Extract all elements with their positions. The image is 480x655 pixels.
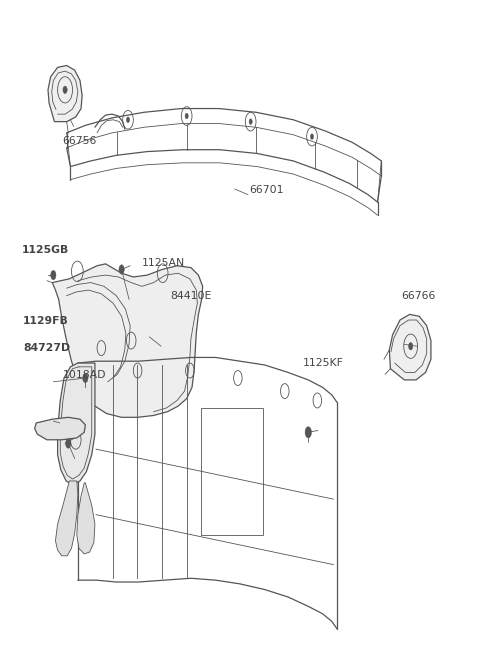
Circle shape <box>126 117 130 122</box>
Polygon shape <box>52 264 203 417</box>
Circle shape <box>249 119 252 124</box>
Text: 1129FB: 1129FB <box>23 316 69 326</box>
Text: 1125AN: 1125AN <box>142 258 185 269</box>
Circle shape <box>305 426 312 438</box>
Text: 66766: 66766 <box>401 291 435 301</box>
Text: 1125KF: 1125KF <box>302 358 343 368</box>
Polygon shape <box>389 314 431 380</box>
Circle shape <box>66 439 71 448</box>
Text: 66701: 66701 <box>250 185 284 195</box>
Circle shape <box>311 134 313 140</box>
Polygon shape <box>201 408 264 535</box>
Text: 1125GB: 1125GB <box>22 245 69 255</box>
Text: 66756: 66756 <box>62 136 97 146</box>
Circle shape <box>51 271 56 280</box>
Text: 84410E: 84410E <box>170 291 212 301</box>
Circle shape <box>63 86 67 94</box>
Circle shape <box>119 265 124 274</box>
Polygon shape <box>58 363 95 485</box>
Text: 84727D: 84727D <box>23 343 70 354</box>
Text: 1018AD: 1018AD <box>62 369 106 380</box>
Circle shape <box>408 343 413 350</box>
Polygon shape <box>35 417 85 440</box>
Polygon shape <box>77 483 95 554</box>
Circle shape <box>83 373 88 383</box>
Polygon shape <box>56 481 78 556</box>
Polygon shape <box>48 66 82 122</box>
Circle shape <box>185 113 188 119</box>
